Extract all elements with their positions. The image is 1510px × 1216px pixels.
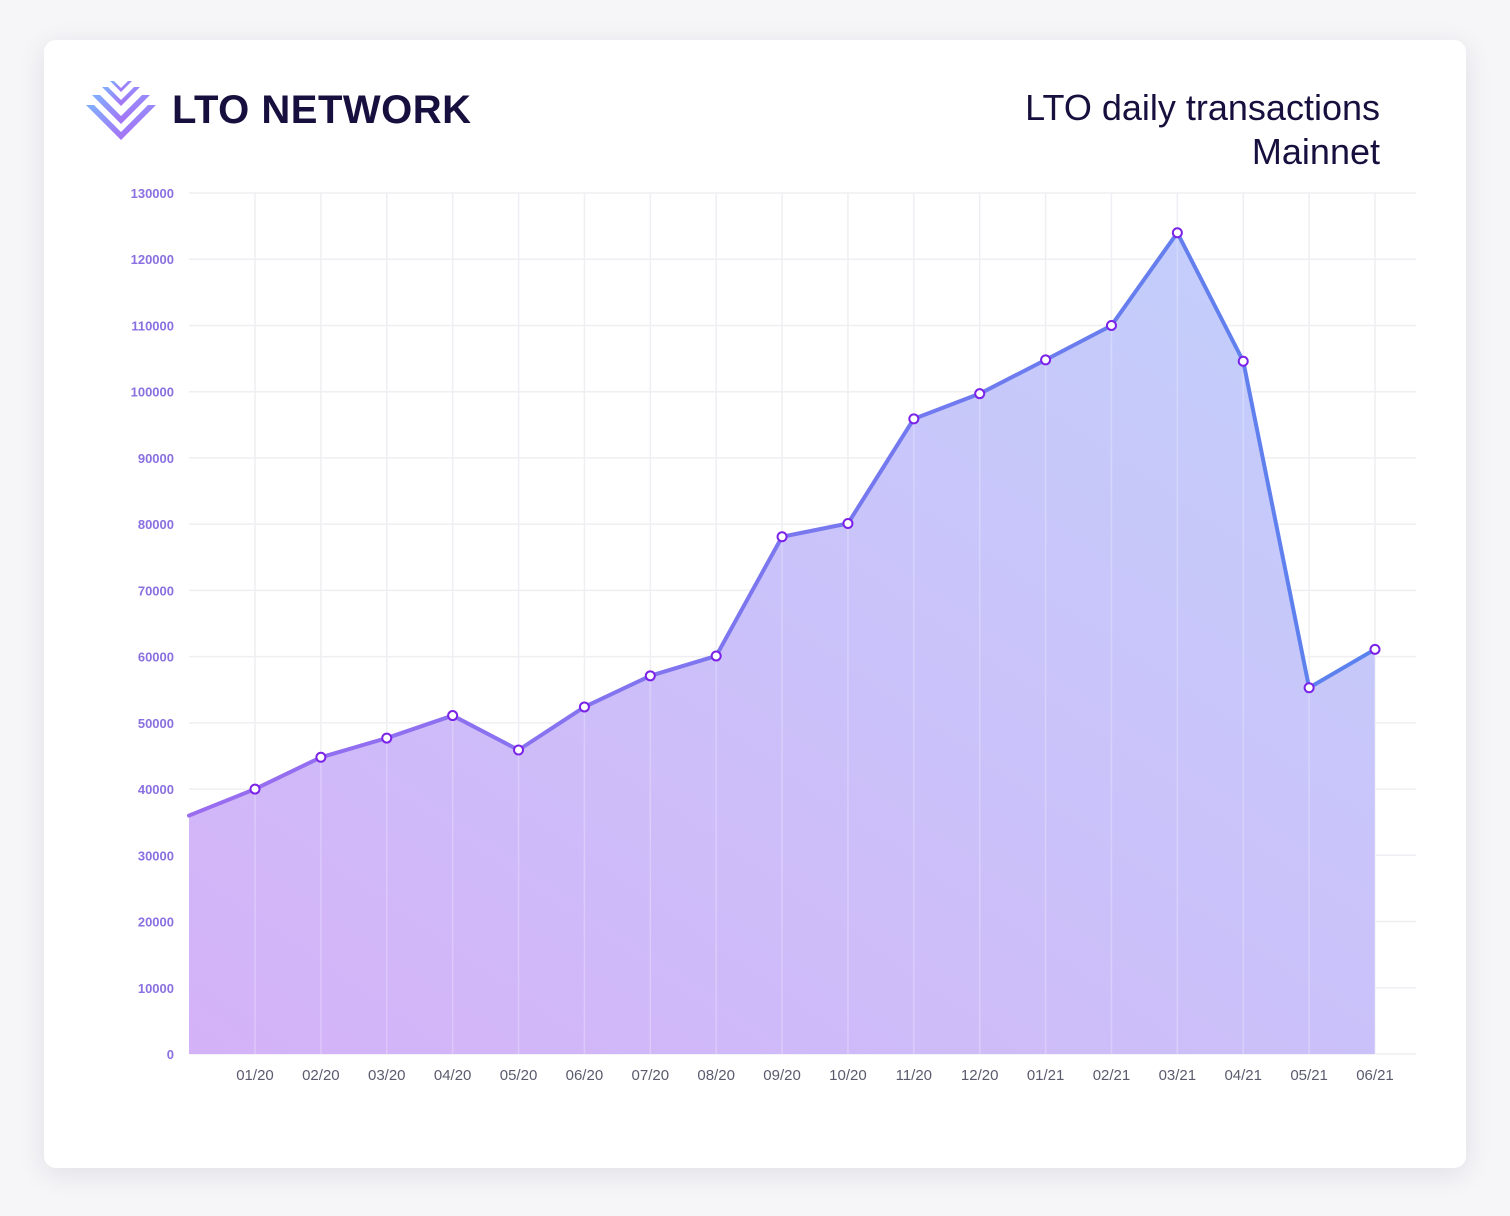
x-tick-label: 08/20	[697, 1067, 735, 1084]
data-point	[447, 710, 459, 722]
x-tick-label: 03/20	[368, 1067, 406, 1084]
data-point	[710, 650, 722, 662]
x-tick-label: 05/20	[500, 1067, 538, 1084]
y-tick-label: 50000	[138, 716, 174, 731]
data-point	[1237, 355, 1249, 367]
brand: LTO NETWORK	[86, 78, 472, 142]
x-tick-label: 04/20	[434, 1067, 472, 1084]
series-area	[189, 232, 1375, 1054]
lto-chevron-logo-icon	[86, 81, 156, 140]
data-point	[644, 670, 656, 682]
y-tick-label: 120000	[131, 252, 174, 267]
y-tick-label: 130000	[131, 186, 174, 201]
x-tick-label: 09/20	[763, 1067, 801, 1084]
y-axis: 0 10000 20000 30000 40000 50000 60000 70000 8000…	[131, 186, 174, 1062]
x-tick-label: 06/21	[1356, 1067, 1394, 1084]
x-tick-label: 07/20	[632, 1067, 670, 1084]
brand-name: LTO NETWORK	[172, 87, 472, 132]
y-tick-label: 110000	[131, 318, 174, 333]
x-tick-label: 12/20	[961, 1067, 999, 1084]
y-tick-label: 80000	[138, 517, 174, 532]
data-point	[974, 388, 986, 400]
y-tick-label: 90000	[138, 451, 174, 466]
markers	[249, 227, 1381, 795]
chart-title-block: LTO daily transactions Mainnet	[1025, 86, 1380, 174]
x-tick-label: 02/21	[1093, 1067, 1131, 1084]
x-tick-label: 02/20	[302, 1067, 340, 1084]
data-point	[249, 783, 261, 795]
x-tick-label: 11/20	[896, 1067, 932, 1084]
x-tick-label: 04/21	[1224, 1067, 1262, 1084]
x-tick-label: 01/21	[1027, 1067, 1065, 1084]
x-tick-label: 03/21	[1159, 1067, 1197, 1084]
y-tick-label: 30000	[138, 848, 174, 863]
data-point	[578, 701, 590, 713]
y-tick-label: 0	[167, 1047, 174, 1062]
data-point	[776, 531, 788, 543]
x-axis: 01/20 02/20 03/20 04/20 05/20 06/20 07/20 08/20…	[236, 1067, 1394, 1084]
y-tick-label: 70000	[138, 583, 174, 598]
data-point	[1303, 682, 1315, 694]
data-point	[381, 732, 393, 744]
y-tick-label: 40000	[138, 782, 174, 797]
y-tick-label: 60000	[138, 650, 174, 665]
data-point	[513, 744, 525, 756]
x-tick-label: 06/20	[566, 1067, 604, 1084]
chart-title: LTO daily transactions	[1025, 87, 1380, 128]
y-tick-label: 20000	[138, 915, 174, 930]
y-tick-label: 10000	[138, 981, 174, 996]
chart-subtitle: Mainnet	[1251, 131, 1380, 172]
data-point	[1171, 227, 1183, 239]
data-point	[1040, 354, 1052, 366]
x-tick-label: 05/21	[1290, 1067, 1328, 1084]
data-point	[1105, 319, 1117, 331]
data-point	[1369, 643, 1381, 655]
x-tick-label: 10/20	[829, 1067, 867, 1084]
data-point	[842, 517, 854, 529]
data-point	[315, 751, 327, 763]
data-point	[908, 413, 920, 425]
y-tick-label: 100000	[131, 385, 174, 400]
x-tick-label: 01/20	[236, 1067, 274, 1084]
